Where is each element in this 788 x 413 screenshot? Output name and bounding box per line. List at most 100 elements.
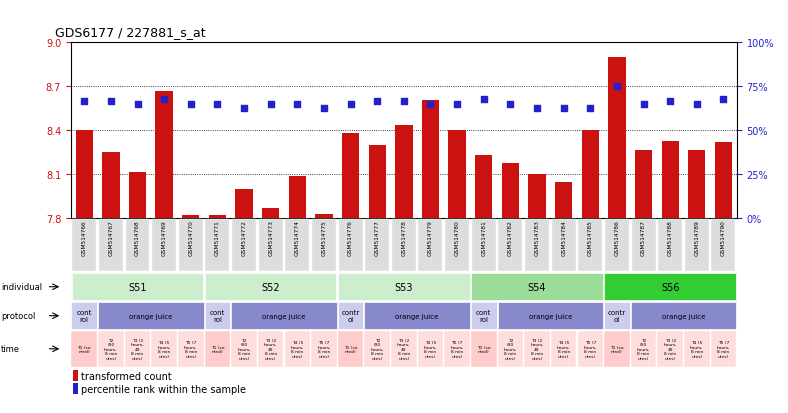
Bar — [236, 190, 253, 219]
Text: GDS6177 / 227881_s_at: GDS6177 / 227881_s_at — [55, 26, 206, 39]
Bar — [418, 331, 444, 367]
Text: individual: individual — [1, 282, 42, 292]
Point — [451, 102, 463, 108]
Bar — [338, 331, 363, 367]
Text: T2
(90
hours,
8 min
utes): T2 (90 hours, 8 min utes) — [504, 338, 517, 360]
Bar — [684, 331, 710, 367]
Text: contr
ol: contr ol — [341, 309, 359, 323]
Bar — [338, 274, 470, 300]
Text: time: time — [1, 344, 20, 354]
Bar — [129, 172, 146, 219]
Bar — [608, 58, 626, 219]
FancyBboxPatch shape — [685, 220, 709, 271]
FancyBboxPatch shape — [206, 220, 229, 271]
Text: T4 (5
hours,
8 min
utes): T4 (5 hours, 8 min utes) — [690, 340, 704, 358]
Bar — [182, 216, 199, 219]
Bar — [604, 331, 630, 367]
Bar — [311, 331, 336, 367]
Text: GSM514779: GSM514779 — [428, 220, 433, 256]
Point — [371, 98, 384, 104]
Bar — [364, 331, 390, 367]
Bar — [338, 302, 363, 330]
Bar — [155, 92, 173, 219]
Text: T4 (5
hours,
8 min
utes): T4 (5 hours, 8 min utes) — [158, 340, 171, 358]
Bar — [342, 134, 359, 219]
Bar — [582, 131, 599, 219]
Point — [424, 102, 437, 108]
FancyBboxPatch shape — [285, 220, 310, 271]
Bar — [448, 131, 466, 219]
Point — [265, 102, 277, 108]
Bar — [205, 331, 230, 367]
FancyBboxPatch shape — [472, 220, 496, 271]
Text: GSM514781: GSM514781 — [481, 220, 486, 256]
Bar — [630, 302, 736, 330]
Text: T1 (co
ntrol): T1 (co ntrol) — [477, 345, 490, 353]
Bar — [102, 153, 120, 219]
Bar — [391, 331, 417, 367]
Bar — [231, 302, 336, 330]
Point — [584, 105, 597, 112]
Text: orange juice: orange juice — [662, 313, 705, 319]
Bar — [555, 182, 572, 219]
Text: T2
(90
hours,
8 min
utes): T2 (90 hours, 8 min utes) — [237, 338, 251, 360]
Bar — [315, 214, 333, 219]
Bar — [205, 302, 230, 330]
Bar — [396, 125, 412, 219]
FancyBboxPatch shape — [658, 220, 682, 271]
Point — [344, 102, 357, 108]
Bar — [178, 331, 203, 367]
Text: GSM514771: GSM514771 — [215, 220, 220, 256]
Point — [611, 84, 623, 90]
Bar — [715, 143, 732, 219]
Point — [557, 105, 570, 112]
Text: GSM514773: GSM514773 — [268, 220, 273, 256]
Bar — [231, 331, 257, 367]
FancyBboxPatch shape — [258, 220, 283, 271]
Bar — [422, 100, 439, 219]
FancyBboxPatch shape — [232, 220, 256, 271]
Bar — [604, 274, 736, 300]
Text: GSM514782: GSM514782 — [508, 220, 513, 256]
Text: S56: S56 — [661, 282, 679, 292]
Text: T4 (5
hours,
8 min
utes): T4 (5 hours, 8 min utes) — [557, 340, 571, 358]
Point — [184, 102, 197, 108]
Text: cont
rol: cont rol — [476, 309, 492, 323]
Text: GSM514785: GSM514785 — [588, 220, 593, 256]
Text: T4 (5
hours,
8 min
utes): T4 (5 hours, 8 min utes) — [291, 340, 304, 358]
Text: GSM514777: GSM514777 — [375, 220, 380, 256]
Text: protocol: protocol — [1, 311, 35, 320]
Text: orange juice: orange juice — [529, 313, 572, 319]
Text: percentile rank within the sample: percentile rank within the sample — [81, 384, 246, 394]
Text: T5 (7
hours,
8 min
utes): T5 (7 hours, 8 min utes) — [451, 340, 464, 358]
Text: GSM514786: GSM514786 — [615, 220, 619, 256]
Bar — [72, 384, 77, 394]
Bar — [711, 331, 736, 367]
FancyBboxPatch shape — [72, 220, 96, 271]
FancyBboxPatch shape — [179, 220, 203, 271]
Point — [211, 102, 224, 108]
FancyBboxPatch shape — [152, 220, 177, 271]
Bar — [502, 163, 519, 219]
Bar — [657, 331, 683, 367]
Text: T3 (2
hours,
49
8 min
utes): T3 (2 hours, 49 8 min utes) — [530, 338, 544, 360]
Text: GSM514767: GSM514767 — [109, 220, 113, 256]
Text: GSM514766: GSM514766 — [82, 220, 87, 256]
Text: GSM514783: GSM514783 — [534, 220, 540, 256]
Text: T5 (7
hours,
8 min
utes): T5 (7 hours, 8 min utes) — [318, 340, 331, 358]
FancyBboxPatch shape — [392, 220, 416, 271]
Bar — [497, 302, 603, 330]
FancyBboxPatch shape — [445, 220, 469, 271]
Bar — [151, 331, 177, 367]
Bar — [635, 150, 652, 219]
Bar — [72, 302, 97, 330]
Point — [637, 102, 650, 108]
Point — [78, 98, 91, 104]
Point — [398, 98, 411, 104]
Text: GSM514788: GSM514788 — [667, 220, 673, 256]
Bar — [72, 274, 203, 300]
Text: T3 (2
hours,
49
8 min
utes): T3 (2 hours, 49 8 min utes) — [264, 338, 277, 360]
Bar — [72, 370, 77, 381]
Text: S54: S54 — [528, 282, 546, 292]
Bar — [262, 209, 279, 219]
